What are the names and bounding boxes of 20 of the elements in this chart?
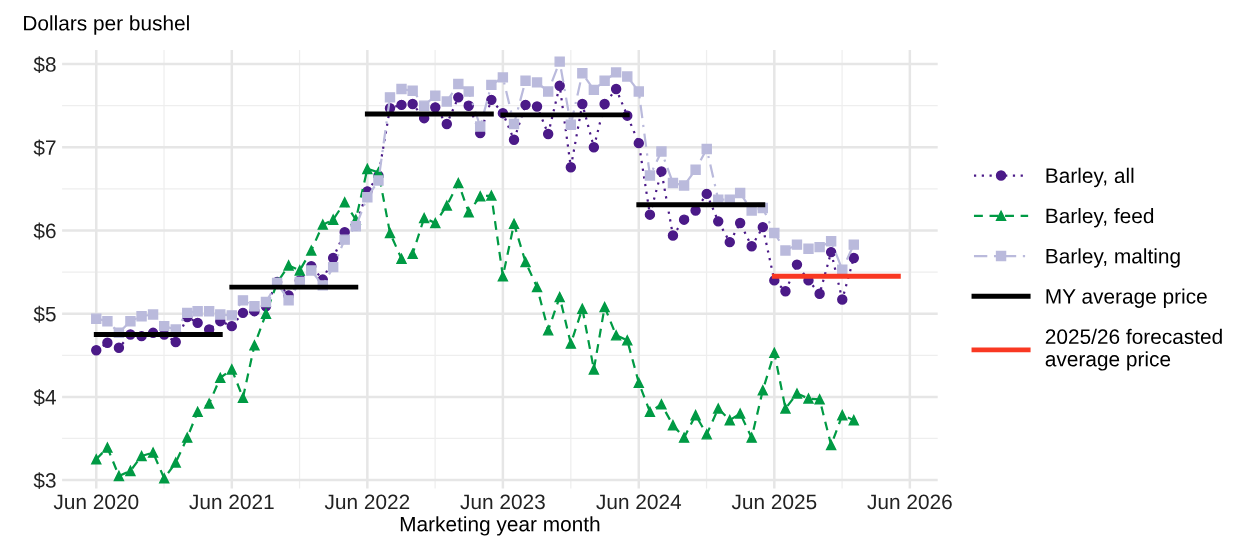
y-tick-label: $7 — [33, 139, 56, 157]
legend-label: MY average price — [1046, 288, 1207, 308]
y-tick-label: $5 — [33, 305, 56, 323]
x-tick-label: Jun 2024 — [596, 494, 682, 510]
legend-label: 2025/26 forecasted average price — [1045, 328, 1222, 371]
x-tick-label: Jun 2022 — [324, 494, 410, 510]
y-tick-label: $6 — [33, 222, 56, 240]
legend-label: Barley, feed — [1046, 207, 1154, 228]
x-tick-label: Jun 2026 — [867, 494, 952, 510]
y-tick-label: $4 — [33, 389, 56, 406]
legend-label: Barley, malting — [1046, 248, 1180, 268]
x-tick-label: Jun 2023 — [460, 494, 545, 510]
x-axis-title: Marketing year month — [400, 516, 600, 536]
x-tick-label: Jun 2025 — [731, 494, 817, 510]
y-axis-title: Dollars per bushel — [24, 15, 189, 35]
x-tick-label: Jun 2021 — [189, 494, 274, 510]
x-tick-label: Jun 2020 — [53, 494, 139, 510]
y-tick-label: $3 — [33, 472, 56, 490]
legend-label: Barley, all — [1046, 167, 1134, 188]
y-tick-label: $8 — [33, 56, 56, 74]
